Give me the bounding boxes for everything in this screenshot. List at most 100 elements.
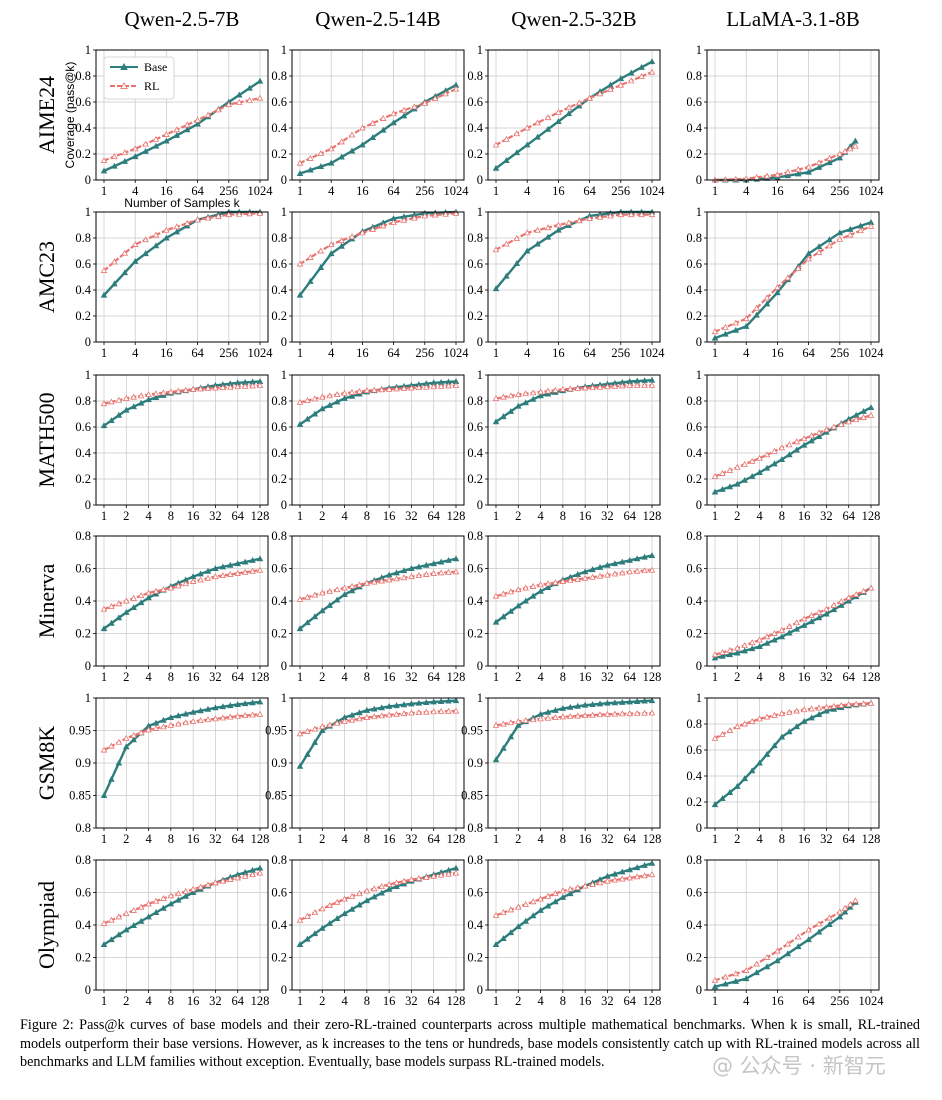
data-point-rl [845,701,852,707]
data-point-base [173,228,181,235]
y-tick-label: 0 [696,821,702,835]
data-point-rl [175,890,182,897]
data-point-rl [756,636,763,643]
data-point-base [544,584,552,590]
data-point-rl [596,572,604,579]
y-tick-label: 1 [696,43,702,57]
data-point-rl [189,717,197,724]
data-point-base [617,75,625,82]
data-point-rl [175,387,182,394]
data-point-rl [307,254,314,260]
data-point-base [296,762,304,769]
y-tick-label: 0.4 [467,446,483,460]
data-point-base [793,625,800,632]
data-point-base [363,706,371,713]
x-tick-label: 2 [734,832,740,846]
data-point-rl [108,398,115,405]
data-point-base [500,935,507,942]
x-tick-label: 1 [101,670,107,684]
data-point-rl [204,214,212,221]
data-point-rl [338,138,345,145]
y-tick-label: 0.6 [75,420,91,434]
data-point-rl [317,247,325,254]
series-line-base [103,866,261,946]
data-point-rl [808,612,815,619]
data-point-rl [415,709,423,715]
data-point-rl [408,709,415,716]
data-point-rl [445,870,452,877]
data-point-base [296,291,304,298]
y-tick-label: 0.4 [271,121,287,135]
column-title-qwen-2-5-32b: Qwen-2.5-32B [511,7,636,31]
data-point-base [100,422,108,429]
data-point-base [393,883,400,890]
data-point-rl [415,572,423,579]
data-point-rl [130,594,137,601]
data-point-base [437,558,445,565]
data-point-rl [808,705,815,712]
data-point-rl [771,447,778,454]
data-point-base [648,697,656,704]
subplot-olympiad-qwen-2-5-14b: 1 2 4 8 16 32 64 128 0 0.2 0.4 0.6 0.8 [271,853,465,1008]
y-tick-label: 0.4 [75,918,91,932]
data-point-rl [800,615,808,622]
data-point-base [249,556,256,563]
data-point-rl [108,916,115,923]
data-point-rl [515,717,522,724]
x-tick-label: 128 [862,509,881,523]
data-point-rl [763,954,771,960]
data-point-rl [130,732,137,738]
x-tick-label: 8 [364,832,370,846]
x-tick-label: 1 [712,832,718,846]
data-point-rl [204,574,212,581]
data-point-rl [815,920,823,927]
y-tick-label: 0 [696,173,702,187]
data-point-rl [421,99,429,106]
data-point-base [815,164,823,170]
data-point-base [182,892,189,899]
data-point-rl [442,210,449,217]
x-tick-label: 4 [328,184,335,198]
data-point-rl [581,882,589,889]
x-tick-label: 1 [297,184,303,198]
y-tick-label: 0.8 [75,231,91,245]
data-point-base [734,649,741,656]
subplot-minerva-qwen-2-5-7b: 1 2 4 8 16 32 64 128 0 0.2 0.4 0.6 0.8 [75,529,269,684]
data-point-base [400,701,408,708]
data-point-base [826,921,833,927]
subplot-olympiad-llama-3-1-8b: 1 4 16 64 256 1024 0 0.2 0.4 0.6 0.8 [686,853,884,1008]
data-point-rl [836,235,844,242]
data-point-base [815,433,823,440]
data-point-rl [183,121,191,128]
y-tick-label: 0 [281,173,287,187]
x-tick-label: 1 [712,346,718,360]
data-point-rl [379,222,387,229]
series-line-rl [103,212,261,272]
y-tick-label: 0.6 [75,257,91,271]
plot-frame [487,211,661,343]
plot-frame [291,49,465,181]
data-point-rl [369,119,377,126]
data-point-rl [719,469,726,476]
data-point-rl [137,592,145,599]
data-point-rl [304,593,311,600]
plot-frame [291,374,465,506]
data-point-rl [778,710,786,717]
y-tick-label: 0.4 [686,769,702,783]
x-tick-label: 64 [802,184,815,198]
x-tick-label: 2 [734,670,740,684]
data-point-base [296,170,304,176]
x-tick-label: 1024 [248,184,274,198]
data-point-base [378,704,385,711]
y-tick-label: 0.4 [686,918,702,932]
x-tick-label: 8 [168,670,174,684]
data-point-rl [852,897,859,904]
data-point-base [763,750,771,757]
data-point-rl [867,411,875,418]
data-point-base [529,592,537,599]
data-point-base [145,396,152,403]
data-point-base [317,163,325,170]
data-point-base [711,801,719,808]
data-point-rl [648,68,656,75]
data-point-rl [589,384,596,391]
